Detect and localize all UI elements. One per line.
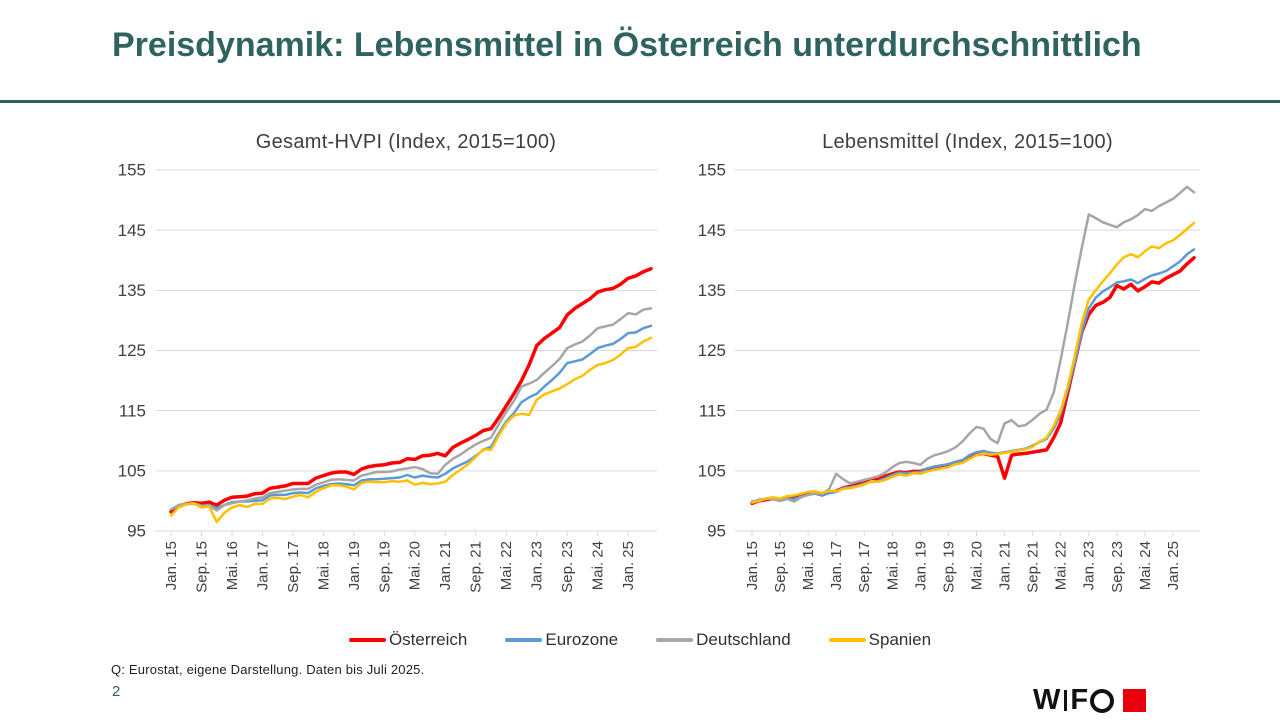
- x-axis-label: Mai. 20: [407, 541, 424, 590]
- x-axis-label: Jan. 23: [529, 541, 546, 590]
- chart-canvas: 155 145 135 125 115 105 95 Jan. 15 Sep. 15 Mai. 1…: [698, 161, 1200, 593]
- y-axis-label: 145: [118, 221, 146, 240]
- y-axis-label: 115: [699, 401, 726, 420]
- source-note: Q: Eurostat, eigene Darstellung. Daten b…: [111, 662, 425, 677]
- x-axis-label: Jan. 19: [346, 541, 363, 590]
- x-axis-label: Sep. 21: [1025, 541, 1042, 593]
- x-axis-label: Jan. 25: [620, 541, 637, 590]
- x-axis-label: Sep. 17: [285, 541, 302, 593]
- logo-o-circle: [1090, 688, 1115, 713]
- y-axis-label: 155: [118, 161, 146, 180]
- series-line-spanien: [169, 336, 653, 524]
- y-axis-label: 105: [118, 461, 146, 480]
- series-line-eurozone: [169, 324, 653, 511]
- legend-item-deutschland: Deutschland: [656, 630, 791, 650]
- x-axis-label: Mai. 16: [224, 541, 241, 590]
- y-axis-label: 135: [118, 281, 146, 300]
- x-axis-label: Mai. 18: [315, 541, 332, 590]
- y-axis-label: 135: [698, 281, 726, 300]
- logo-letter-f: F: [1070, 684, 1089, 716]
- title-divider-rule: [0, 100, 1280, 103]
- x-axis-label: Mai. 22: [1053, 541, 1070, 590]
- y-axis-label: 125: [698, 341, 726, 360]
- series-line-eurozone: [750, 248, 1196, 503]
- x-axis-label: Jan. 21: [997, 541, 1014, 590]
- y-axis-label: 115: [119, 401, 146, 420]
- x-axis-label: Sep. 15: [772, 541, 789, 593]
- x-axis-label: Jan. 25: [1165, 541, 1182, 590]
- x-axis-label: Jan. 23: [1081, 541, 1098, 590]
- x-axis-label: Jan. 17: [254, 541, 271, 590]
- x-axis-label: Sep. 23: [1109, 541, 1126, 593]
- x-axis-label: Sep. 21: [468, 541, 485, 593]
- legend-item-oesterreich: Österreich: [348, 630, 468, 650]
- x-axis-label: Jan. 21: [437, 541, 454, 590]
- chart-title-gesamt-hvpi: Gesamt-HVPI (Index, 2015=100): [255, 131, 557, 153]
- logo-letter-w: W: [1033, 684, 1061, 716]
- logo-i-bar: [1064, 690, 1068, 711]
- legend-swatch-spanien: [828, 638, 866, 642]
- x-axis-label: Sep. 17: [856, 541, 873, 593]
- series-line-oesterreich: [750, 256, 1196, 506]
- chart-canvas: 155 145 135 125 115 105 95 Jan. 15 Sep. 15 Mai. 1…: [118, 161, 657, 593]
- x-axis-label: Mai. 20: [968, 541, 985, 590]
- x-axis-label: Mai. 16: [800, 541, 817, 590]
- legend-item-eurozone: Eurozone: [505, 630, 618, 650]
- legend-swatch-oesterreich: [348, 638, 386, 642]
- x-axis-label: Mai. 24: [590, 541, 607, 590]
- x-axis-label: Sep. 19: [940, 541, 957, 593]
- page-title: Preisdynamik: Lebensmittel in Österreich…: [112, 26, 1142, 64]
- x-axis-label: Jan. 17: [828, 541, 845, 590]
- series-line-oesterreich: [169, 266, 653, 514]
- x-axis-label: Sep. 15: [193, 541, 210, 593]
- y-axis-label: 125: [118, 341, 146, 360]
- x-axis-label: Sep. 19: [376, 541, 393, 593]
- y-axis-label: 145: [698, 221, 726, 240]
- series-line-spanien: [750, 221, 1196, 504]
- x-axis-label: Sep. 23: [559, 541, 576, 593]
- legend: Österreich Eurozone Deutschland Spanien: [0, 630, 1280, 650]
- series-line-deutschland: [169, 307, 653, 512]
- x-axis-label: Jan. 19: [912, 541, 929, 590]
- legend-swatch-deutschland: [656, 638, 694, 642]
- chart-gesamt-hvpi: 155 145 135 125 115 105 95 Jan. 15 Sep. 15 Mai. 1…: [95, 158, 670, 618]
- legend-label-oesterreich: Österreich: [388, 630, 468, 649]
- y-axis-label: 95: [127, 522, 146, 541]
- legend-item-spanien: Spanien: [828, 630, 932, 650]
- y-axis-label: 105: [698, 461, 726, 480]
- chart-title-lebensmittel: Lebensmittel (Index, 2015=100): [822, 131, 1113, 153]
- x-axis-label: Jan. 15: [744, 541, 761, 590]
- x-axis-label: Mai. 18: [884, 541, 901, 590]
- page-number: 2: [112, 683, 121, 700]
- legend-label-eurozone: Eurozone: [545, 630, 619, 649]
- legend-label-spanien: Spanien: [868, 630, 932, 649]
- wifo-logo: W F: [1033, 684, 1147, 716]
- legend-label-deutschland: Deutschland: [696, 630, 791, 649]
- x-axis-label: Jan. 15: [163, 541, 180, 590]
- logo-red-square: [1123, 689, 1147, 712]
- x-axis-label: Mai. 24: [1137, 541, 1154, 590]
- x-axis-label: Mai. 22: [498, 541, 515, 590]
- y-axis-label: 95: [707, 522, 726, 541]
- chart-lebensmittel: 155 145 135 125 115 105 95 Jan. 15 Sep. 15 Mai. 1…: [675, 158, 1250, 618]
- legend-swatch-eurozone: [505, 638, 543, 642]
- y-axis-label: 155: [698, 161, 726, 180]
